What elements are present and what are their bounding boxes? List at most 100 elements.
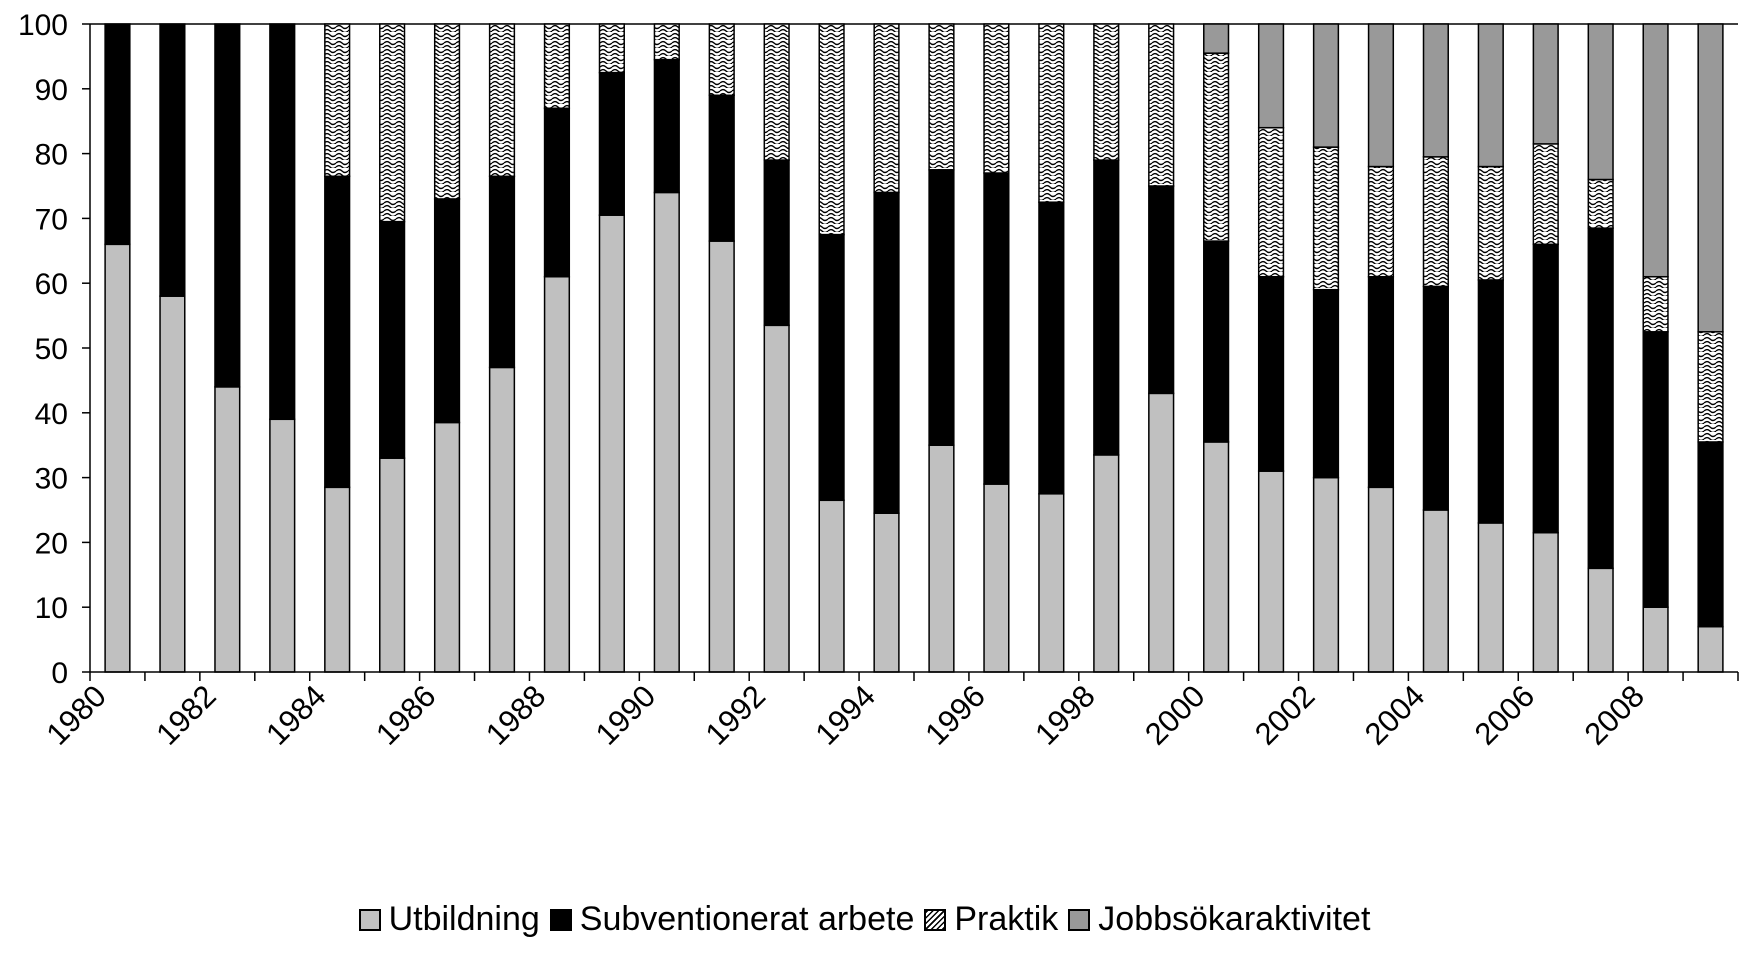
bar-segment-1980-s0 (104, 243, 131, 673)
bar-segment-1995-s0 (928, 444, 955, 673)
bar-segment-2009-s0 (1697, 625, 1724, 673)
x-tick-label-2006: 2006 (1468, 678, 1542, 752)
bar-segment-1994-s2 (873, 23, 900, 194)
legend-item-1: Subventionerat arbete (549, 900, 914, 939)
bar-segment-1992-s2 (763, 23, 790, 161)
bar-segment-1988-s2 (543, 23, 571, 109)
bar-segment-2009-s3 (1697, 23, 1724, 333)
bar-segment-1999-s0 (1148, 392, 1175, 673)
bar-segment-1995-s1 (928, 169, 955, 446)
bar-segment-1994-s0 (873, 512, 900, 673)
x-tick-label-1982: 1982 (149, 678, 223, 752)
bar-segment-2004-s3 (1422, 23, 1449, 158)
bar-segment-1989-s2 (598, 23, 625, 74)
bar-segment-2008-s3 (1642, 23, 1669, 278)
bar-segment-2007-s2 (1587, 178, 1614, 229)
bar-segment-2004-s0 (1422, 509, 1449, 673)
bar-segment-2001-s2 (1257, 126, 1285, 278)
legend-swatch-0 (358, 908, 381, 931)
bar-segment-2002-s0 (1312, 476, 1340, 673)
bar-segment-1987-s2 (488, 23, 516, 178)
bar-segment-2005-s2 (1477, 165, 1504, 281)
bar-segment-1990-s2 (653, 23, 680, 61)
bar-segment-2008-s0 (1642, 606, 1669, 673)
bar-segment-2002-s2 (1312, 146, 1340, 291)
y-tick-label-40: 40 (35, 398, 68, 431)
bar-segment-1991-s1 (708, 94, 735, 242)
x-tick-label-1986: 1986 (369, 678, 443, 752)
bar-segment-2002-s3 (1312, 23, 1340, 148)
bar-segment-2001-s3 (1257, 23, 1285, 129)
x-tick-label-2002: 2002 (1248, 678, 1322, 752)
legend-label-3: Jobbsökaraktivitet (1098, 900, 1371, 938)
legend-swatch-2 (924, 908, 947, 931)
bar-segment-2005-s0 (1477, 522, 1504, 673)
bar-segment-1991-s2 (708, 23, 735, 97)
x-tick-label-1998: 1998 (1028, 678, 1102, 752)
y-tick-label-70: 70 (35, 203, 68, 236)
y-tick-label-30: 30 (35, 463, 68, 496)
bar-segment-1986-s1 (433, 198, 461, 424)
bar-segment-1987-s1 (488, 175, 516, 369)
bar-segment-1988-s1 (543, 107, 571, 278)
bar-segment-1980-s1 (104, 23, 131, 246)
bar-segment-2007-s3 (1587, 23, 1614, 181)
y-tick-label-0: 0 (51, 657, 68, 690)
bar-segment-2000-s3 (1203, 23, 1230, 54)
bar-segment-2006-s3 (1532, 23, 1559, 145)
x-tick-label-1988: 1988 (479, 678, 553, 752)
bar-segment-1992-s1 (763, 159, 790, 327)
bar-segment-1998-s2 (1093, 23, 1120, 161)
bar-segment-1985-s0 (379, 457, 406, 673)
bar-segment-1997-s2 (1038, 23, 1065, 203)
x-tick-label-1992: 1992 (699, 678, 773, 752)
bar-segment-1996-s1 (983, 172, 1010, 485)
bar-segment-2003-s2 (1367, 165, 1395, 278)
bar-segment-1984-s2 (324, 23, 351, 178)
bar-segment-2007-s0 (1587, 567, 1614, 673)
bar-segment-2001-s0 (1257, 470, 1285, 673)
bar-segment-1993-s2 (818, 23, 845, 236)
y-tick-label-50: 50 (35, 333, 68, 366)
bar-segment-1990-s0 (653, 191, 680, 673)
x-tick-label-1990: 1990 (589, 678, 663, 752)
bar-segment-1981-s0 (159, 295, 186, 673)
bar-segment-2008-s2 (1642, 275, 1669, 333)
x-tick-label-1994: 1994 (808, 678, 882, 752)
bar-segment-1992-s0 (763, 324, 790, 673)
y-tick-label-10: 10 (35, 592, 68, 625)
bar-segment-1993-s0 (818, 499, 845, 673)
bar-segment-1998-s1 (1093, 159, 1120, 456)
legend-item-3: Jobbsökaraktivitet (1068, 900, 1370, 939)
bar-segment-1997-s1 (1038, 201, 1065, 495)
bar-segment-2006-s2 (1532, 143, 1559, 246)
bar-segment-2003-s0 (1367, 486, 1395, 673)
legend-label-2: Praktik (954, 900, 1059, 938)
x-tick-label-2008: 2008 (1578, 678, 1652, 752)
bar-segment-2008-s1 (1642, 331, 1669, 608)
bar-segment-2000-s1 (1203, 240, 1230, 443)
bar-segment-1987-s0 (488, 366, 516, 673)
bar-segment-1996-s0 (983, 483, 1010, 673)
bar-segment-2009-s2 (1697, 331, 1724, 443)
bar-segment-1997-s0 (1038, 493, 1065, 673)
legend-label-0: Utbildning (388, 900, 540, 938)
bar-segment-2003-s3 (1367, 23, 1395, 168)
bar-segment-1982-s0 (214, 386, 241, 673)
bar-segment-2006-s0 (1532, 531, 1559, 673)
bar-segment-1988-s0 (543, 275, 571, 673)
legend-swatch-1 (549, 908, 572, 931)
bar-segment-1984-s1 (324, 175, 351, 489)
bar-segment-1994-s1 (873, 191, 900, 514)
bar-segment-1995-s2 (928, 23, 955, 171)
bar-segment-1999-s1 (1148, 185, 1175, 395)
y-tick-label-100: 100 (18, 9, 68, 42)
bar-segment-2002-s1 (1312, 288, 1340, 479)
chart-legend: Utbildning Subventionerat arbete Praktik Jo… (0, 900, 1739, 939)
bar-segment-1986-s2 (433, 23, 461, 200)
bar-segment-1989-s1 (598, 71, 625, 216)
bar-segment-1983-s0 (269, 418, 296, 673)
bar-segment-2004-s1 (1422, 285, 1449, 511)
